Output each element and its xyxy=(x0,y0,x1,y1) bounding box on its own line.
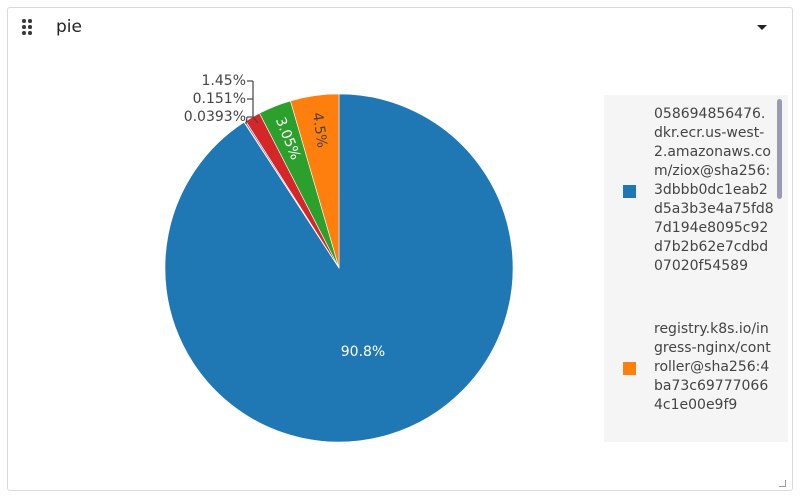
legend-scrollbar[interactable] xyxy=(777,99,782,199)
legend-swatch xyxy=(623,362,636,375)
panel-title: pie xyxy=(56,17,82,37)
legend-label: 058694856476.dkr.ecr.us-west-2.amazonaws… xyxy=(654,106,774,274)
chevron-down-icon[interactable] xyxy=(757,25,767,30)
legend-swatch xyxy=(623,185,636,198)
pie-data-label: 1.45% xyxy=(202,73,246,89)
pie-data-label: 0.0393% xyxy=(184,109,246,125)
pie-slice[interactable] xyxy=(290,93,340,269)
leader-line xyxy=(245,116,248,125)
leader-line xyxy=(252,116,259,124)
resize-handle-icon[interactable] xyxy=(779,480,786,487)
pie-data-label: 4.5% xyxy=(309,111,330,148)
pie-data-label: 90.8% xyxy=(341,344,385,360)
legend-label: registry.k8s.io/ingress-nginx/controller… xyxy=(654,321,771,413)
legend: 058694856476.dkr.ecr.us-west-2.amazonaws… xyxy=(604,95,788,442)
pie-data-label: 0.151% xyxy=(193,91,246,107)
drag-handle-icon[interactable] xyxy=(22,19,32,35)
